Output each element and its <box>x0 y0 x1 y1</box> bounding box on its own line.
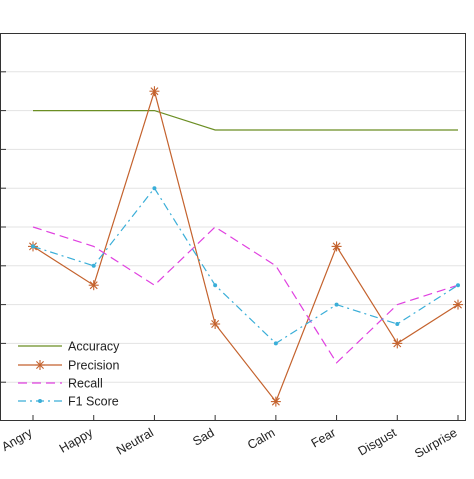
f1-score-point <box>273 341 278 346</box>
precision-point <box>88 280 99 291</box>
legend: Accuracy Precision Recall F1 Score <box>18 340 120 409</box>
axes <box>0 33 466 421</box>
precision-point <box>392 338 403 349</box>
f1-score-line <box>32 187 459 345</box>
precision-point <box>149 86 160 97</box>
f1-score-point <box>152 186 157 191</box>
f1-score-point <box>213 283 218 288</box>
x-tick-label-sad: Sad <box>190 425 216 448</box>
precision-point <box>331 241 342 252</box>
series-accuracy <box>33 109 458 131</box>
legend-marker <box>38 399 42 403</box>
precision-point <box>210 319 221 329</box>
x-tick-labels: Angry Happy Neutral Sad Calm Fear Disgust Surpr… <box>0 425 460 461</box>
legend-marker <box>35 360 45 370</box>
legend-item-recall: Recall <box>18 377 103 391</box>
legend-item-precision: Precision <box>18 359 119 373</box>
legend-label-recall: Recall <box>68 377 103 391</box>
legend-label-precision: Precision <box>68 359 119 373</box>
recall-line <box>32 226 459 364</box>
accuracy-line <box>33 109 458 131</box>
legend-item-f1-score: F1 Score <box>18 395 119 409</box>
gridlines <box>0 71 466 383</box>
precision-point <box>270 396 281 407</box>
legend-label-accuracy: Accuracy <box>68 340 120 354</box>
f1-score-point <box>456 283 460 288</box>
series-f1-score <box>31 186 460 346</box>
f1-score-point <box>91 263 96 268</box>
f1-score-point <box>334 302 339 307</box>
x-tick-label-disgust: Disgust <box>356 425 400 458</box>
x-tick-label-calm: Calm <box>245 425 277 452</box>
f1-score-point <box>395 322 400 326</box>
f1-score-point <box>31 244 35 249</box>
precision-point <box>453 299 463 310</box>
x-tick-label-surprise: Surprise <box>412 425 459 460</box>
series-recall <box>32 226 459 364</box>
x-tick-label-neutral: Neutral <box>114 425 156 457</box>
series-lines <box>28 86 463 407</box>
x-tick-label-happy: Happy <box>57 425 96 456</box>
legend-label-f1-score: F1 Score <box>68 395 119 409</box>
legend-item-accuracy: Accuracy <box>18 340 120 354</box>
x-tick-label-fear: Fear <box>309 425 338 450</box>
x-tick-label-angry: Angry <box>0 425 35 454</box>
